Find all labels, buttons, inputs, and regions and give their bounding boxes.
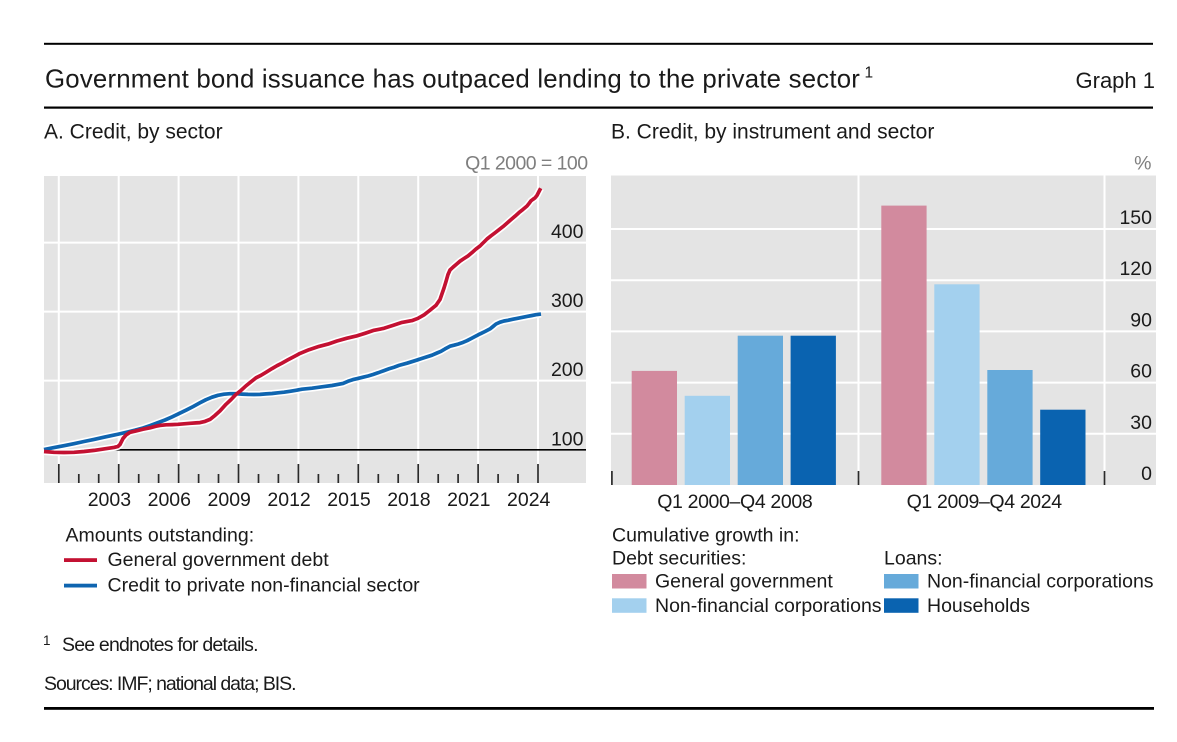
svg-text:Households: Households: [927, 595, 1030, 617]
svg-text:2015: 2015: [327, 489, 371, 511]
svg-text:Non-financial corporations: Non-financial corporations: [927, 571, 1154, 593]
svg-text:Debt securities:: Debt securities:: [612, 548, 746, 570]
svg-text:0: 0: [1141, 463, 1152, 485]
svg-text:2018: 2018: [387, 489, 430, 511]
svg-text:B. Credit, by instrument and s: B. Credit, by instrument and sector: [611, 121, 934, 144]
svg-text:400: 400: [551, 221, 584, 243]
svg-text:General government debt: General government debt: [108, 549, 330, 571]
svg-text:90: 90: [1130, 309, 1152, 331]
svg-text:%: %: [1134, 153, 1151, 175]
svg-text:A. Credit, by sector: A. Credit, by sector: [44, 121, 223, 144]
svg-text:300: 300: [551, 290, 584, 312]
svg-text:Q1 2000–Q4 2008: Q1 2000–Q4 2008: [657, 491, 812, 513]
svg-text:Sources: IMF; national data; B: Sources: IMF; national data; BIS.: [44, 673, 296, 695]
svg-text:2003: 2003: [88, 489, 131, 511]
svg-text:100: 100: [551, 428, 584, 450]
svg-text:Q1 2000 = 100: Q1 2000 = 100: [465, 153, 588, 175]
svg-text:200: 200: [551, 359, 584, 381]
svg-text:2024: 2024: [507, 489, 551, 511]
svg-text:Q1 2009–Q4 2024: Q1 2009–Q4 2024: [907, 491, 1063, 513]
svg-text:Cumulative growth in:: Cumulative growth in:: [612, 525, 800, 547]
svg-text:Amounts outstanding:: Amounts outstanding:: [66, 525, 255, 547]
svg-text:1: 1: [43, 633, 51, 648]
svg-text:150: 150: [1119, 207, 1152, 229]
svg-text:Loans:: Loans:: [884, 548, 943, 570]
svg-text:2009: 2009: [208, 489, 251, 511]
svg-text:Non-financial corporations: Non-financial corporations: [655, 595, 882, 617]
svg-text:See endnotes for details.: See endnotes for details.: [62, 634, 258, 656]
svg-text:30: 30: [1130, 412, 1152, 434]
svg-text:120: 120: [1119, 258, 1152, 280]
svg-text:Graph 1: Graph 1: [1076, 68, 1156, 93]
svg-text:1: 1: [865, 65, 874, 82]
svg-text:General government: General government: [655, 571, 833, 593]
svg-text:60: 60: [1130, 361, 1152, 383]
svg-text:Credit to private non-financia: Credit to private non-financial sector: [108, 575, 421, 597]
svg-text:2021: 2021: [447, 489, 490, 511]
svg-text:2006: 2006: [148, 489, 191, 511]
svg-text:2012: 2012: [267, 489, 310, 511]
svg-text:Government bond issuance has o: Government bond issuance has outpaced le…: [45, 65, 860, 93]
